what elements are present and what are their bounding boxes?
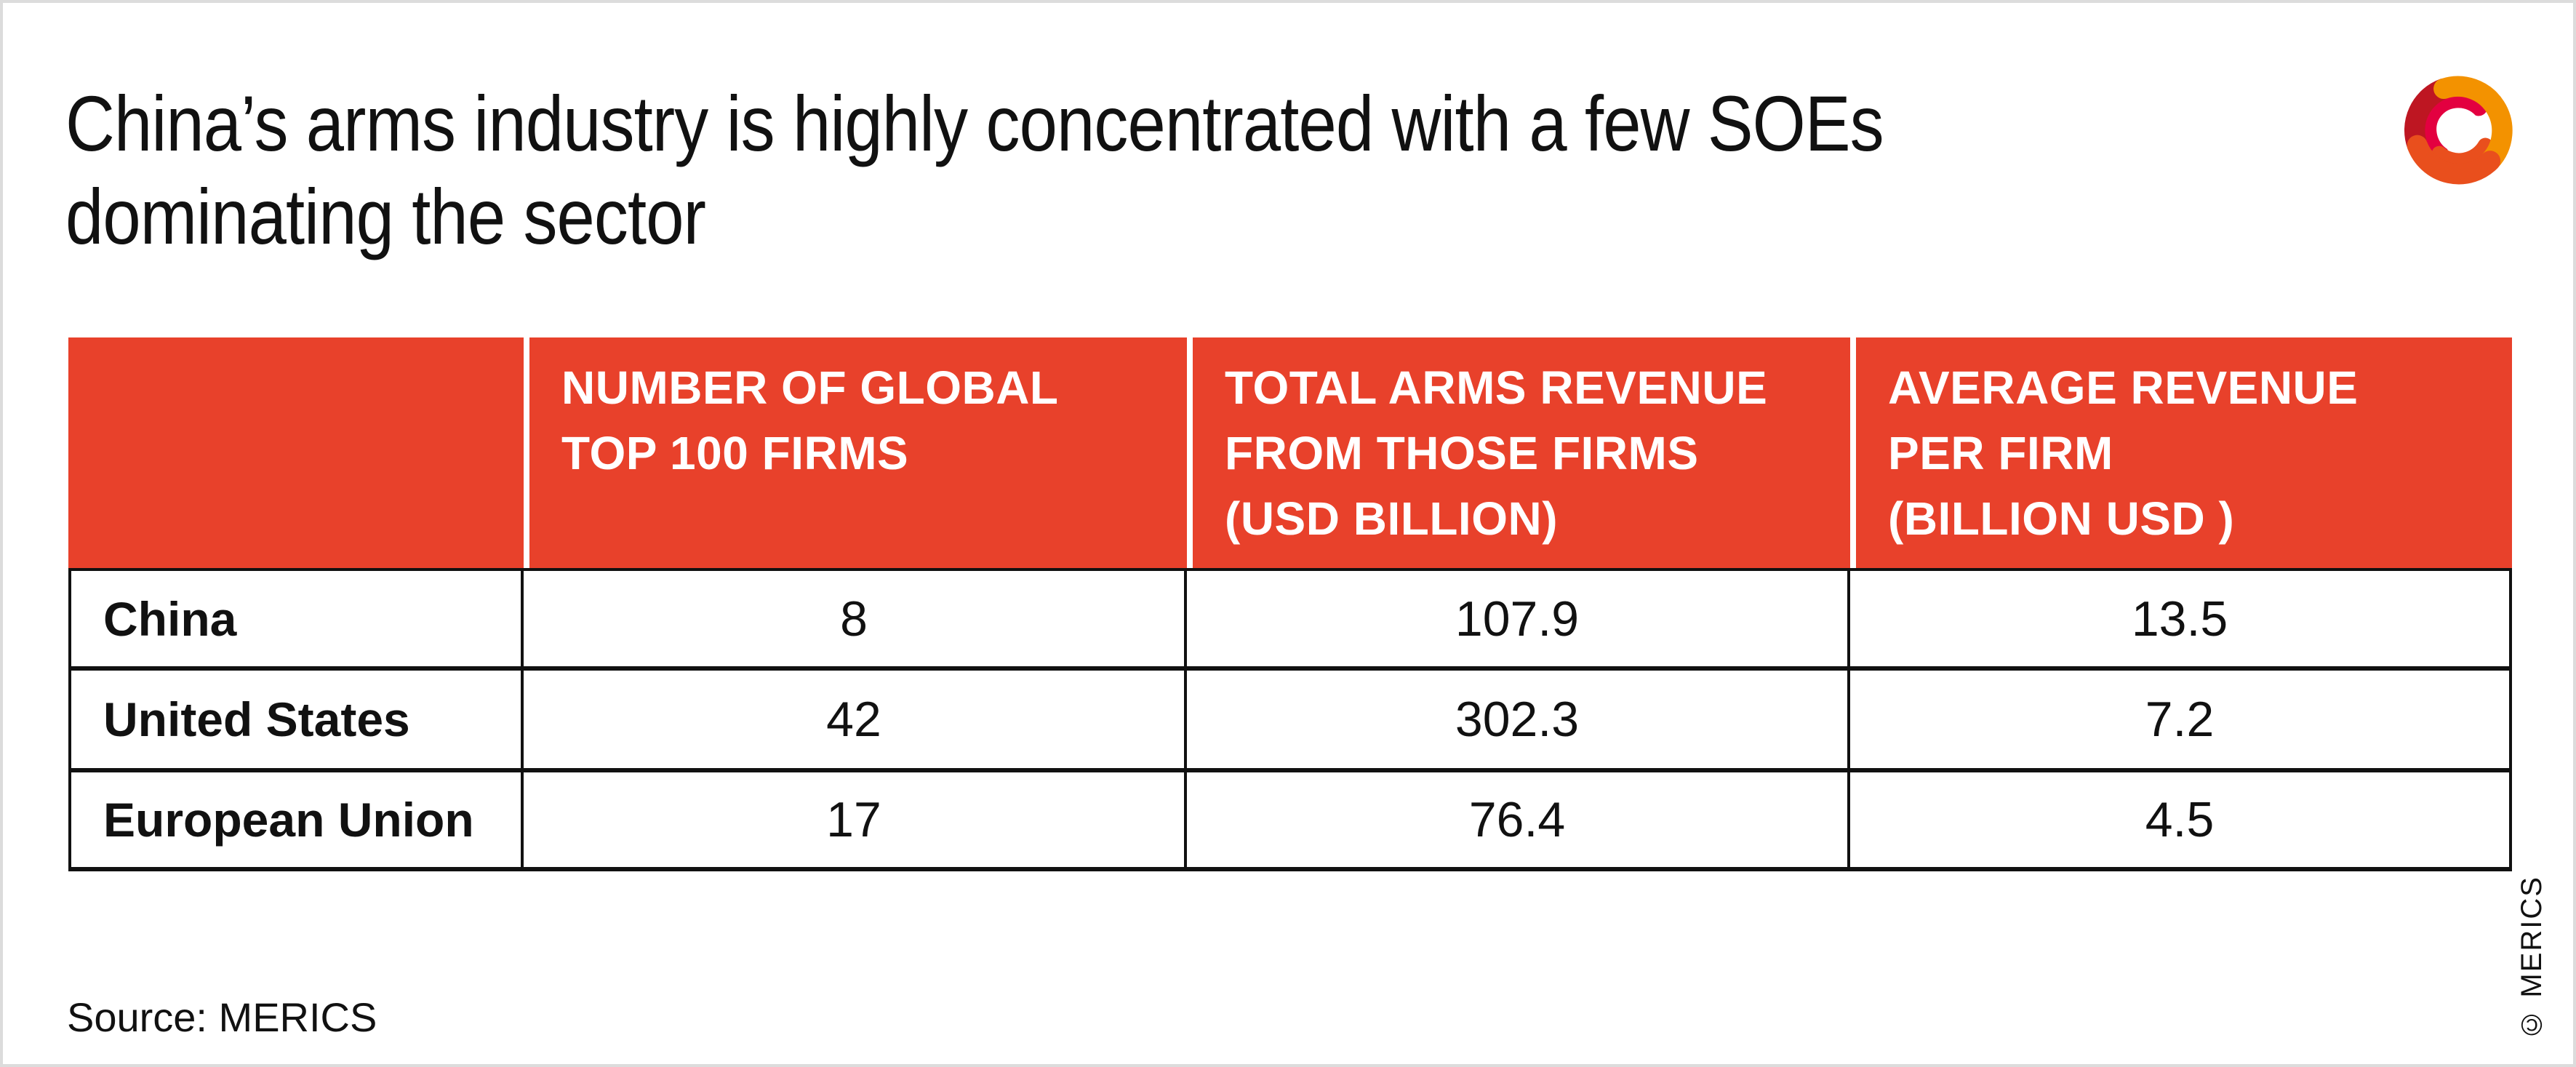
eu-avg: 4.5: [1850, 772, 2512, 871]
table-header-empty: [68, 337, 524, 568]
merics-logo-icon: [2404, 76, 2513, 185]
china-revenue: 107.9: [1187, 568, 1850, 671]
row-label-united-states: United States: [68, 671, 524, 772]
table-header-revenue: TOTAL ARMS REVENUE FROM THOSE FIRMS (USD…: [1187, 337, 1850, 568]
china-avg: 13.5: [1850, 568, 2512, 671]
us-avg: 7.2: [1850, 671, 2512, 772]
source-note: Source: MERICS: [67, 994, 377, 1040]
arms-industry-table: NUMBER OF GLOBAL TOP 100 FIRMS TOTAL ARM…: [68, 337, 2512, 871]
us-revenue: 302.3: [1187, 671, 1850, 772]
china-top100: 8: [524, 568, 1187, 671]
eu-top100: 17: [524, 772, 1187, 871]
page-title: China’s arms industry is highly concentr…: [65, 79, 1884, 260]
merics-logo: [2398, 68, 2520, 192]
copyright-note: © MERICS: [2516, 876, 2548, 1041]
row-label-european-union: European Union: [68, 772, 524, 871]
table-header-avg-revenue: AVERAGE REVENUE PER FIRM (BILLION USD ): [1850, 337, 2512, 568]
us-top100: 42: [524, 671, 1187, 772]
row-label-china: China: [68, 568, 524, 671]
table-header-top100: NUMBER OF GLOBAL TOP 100 FIRMS: [524, 337, 1187, 568]
eu-revenue: 76.4: [1187, 772, 1850, 871]
